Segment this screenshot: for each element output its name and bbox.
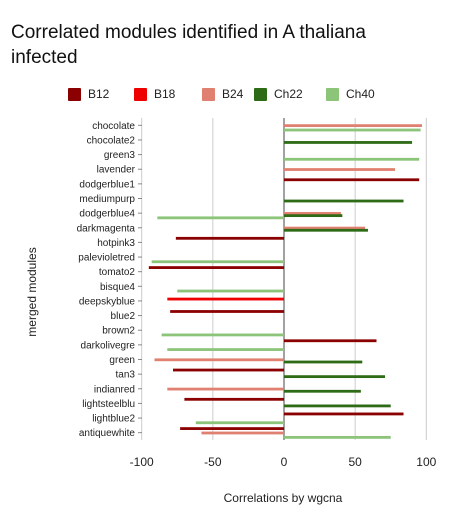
bar-b24-chocolate — [284, 124, 423, 128]
bar-ch22-darkmagenta — [284, 228, 368, 232]
y-tick-label: darkolivegre — [81, 340, 136, 351]
y-tick-label: bisque4 — [100, 282, 135, 293]
legend-swatch-b24 — [202, 88, 215, 101]
bar-ch22-indianred — [284, 389, 361, 393]
legend-label-ch40: Ch40 — [346, 87, 375, 101]
bar-b18-deepskyblue — [167, 297, 284, 301]
bar-b12-tomato2 — [148, 266, 284, 269]
bar-b12-darkolivegre — [284, 339, 377, 343]
bar-b12-lightsteelblu — [184, 397, 284, 401]
x-tick-label: -50 — [204, 455, 222, 469]
y-tick-label: chocolate — [92, 121, 135, 132]
bar-b12-blue2 — [170, 310, 284, 313]
bar-b24-green — [154, 358, 284, 362]
y-tick-label: brown2 — [102, 326, 135, 337]
legend-label-b18: B18 — [154, 87, 176, 101]
bar-ch40-darkolivegre — [167, 348, 284, 351]
y-tick-label: lavender — [97, 165, 136, 176]
legend-swatch-b12 — [68, 88, 81, 101]
y-tick-label: dodgerblue4 — [79, 209, 135, 220]
y-tick-label: lightblue2 — [92, 414, 135, 425]
bar-ch22-green — [284, 360, 363, 364]
bar-ch22-lightsteelblu — [284, 404, 391, 408]
bar-ch40-lightblue2 — [195, 421, 284, 425]
x-tick-label: -100 — [130, 455, 154, 469]
bar-b24-indianred — [167, 387, 284, 391]
y-tick-label: deepskyblue — [79, 296, 136, 307]
y-tick-label: blue2 — [111, 311, 136, 322]
bar-ch40-green3 — [284, 157, 420, 161]
x-tick-label: 100 — [416, 455, 436, 469]
y-tick-label: mediumpurp — [79, 194, 135, 205]
y-tick-label: hotpink3 — [97, 238, 135, 249]
y-tick-label: chocolate2 — [87, 135, 136, 146]
y-tick-label: lightsteelblu — [82, 399, 135, 410]
y-axis-label: merged modules — [25, 247, 39, 336]
bar-b12-tan3 — [173, 368, 284, 372]
bar-ch22-dodgerblue4 — [284, 214, 343, 218]
y-tick-label: antiquewhite — [79, 428, 136, 439]
y-tick-label: darkmagenta — [77, 223, 136, 234]
y-tick-label: tan3 — [116, 370, 136, 381]
bar-ch22-mediumpurp — [284, 199, 404, 203]
y-tick-label: green3 — [104, 150, 136, 161]
bar-ch40-antiquewhite — [284, 435, 391, 439]
bar-ch40-bisque4 — [177, 289, 284, 293]
y-tick-label: indianred — [94, 384, 135, 395]
y-tick-label: tomato2 — [99, 267, 136, 278]
bar-b24-darkmagenta — [284, 226, 366, 230]
x-tick-label: 0 — [281, 455, 288, 469]
bar-b12-lightblue2 — [284, 412, 404, 416]
legend-swatch-b18 — [134, 88, 147, 101]
bar-ch40-palevioletred — [151, 260, 284, 264]
legend-swatch-ch40 — [326, 88, 339, 101]
chart-title: Correlated modules identified in A thali… — [11, 22, 366, 68]
bar-ch22-tan3 — [284, 375, 386, 379]
bar-ch40-chocolate — [284, 128, 421, 132]
x-tick-label: 50 — [348, 455, 362, 469]
bar-b12-dodgerblue1 — [284, 178, 420, 182]
bar-b24-lavender — [284, 168, 395, 171]
bar-ch40-dodgerblue4 — [157, 216, 284, 220]
legend-swatch-ch22 — [254, 88, 267, 101]
bar-b12-antiquewhite — [180, 427, 284, 430]
x-axis-label: Correlations by wgcna — [224, 491, 343, 505]
legend-label-b24: B24 — [222, 87, 244, 101]
y-tick-label: palevioletred — [78, 253, 135, 264]
legend-label-ch22: Ch22 — [274, 87, 303, 101]
bar-b24-antiquewhite — [201, 431, 284, 435]
bar-b24-dodgerblue4 — [284, 212, 341, 215]
bar-b12-hotpink3 — [175, 236, 284, 240]
bar-ch22-chocolate2 — [284, 141, 413, 144]
bar-ch40-brown2 — [161, 333, 284, 337]
legend-label-b12: B12 — [88, 87, 110, 101]
y-tick-label: dodgerblue1 — [79, 179, 135, 190]
y-tick-label: green — [109, 355, 135, 366]
